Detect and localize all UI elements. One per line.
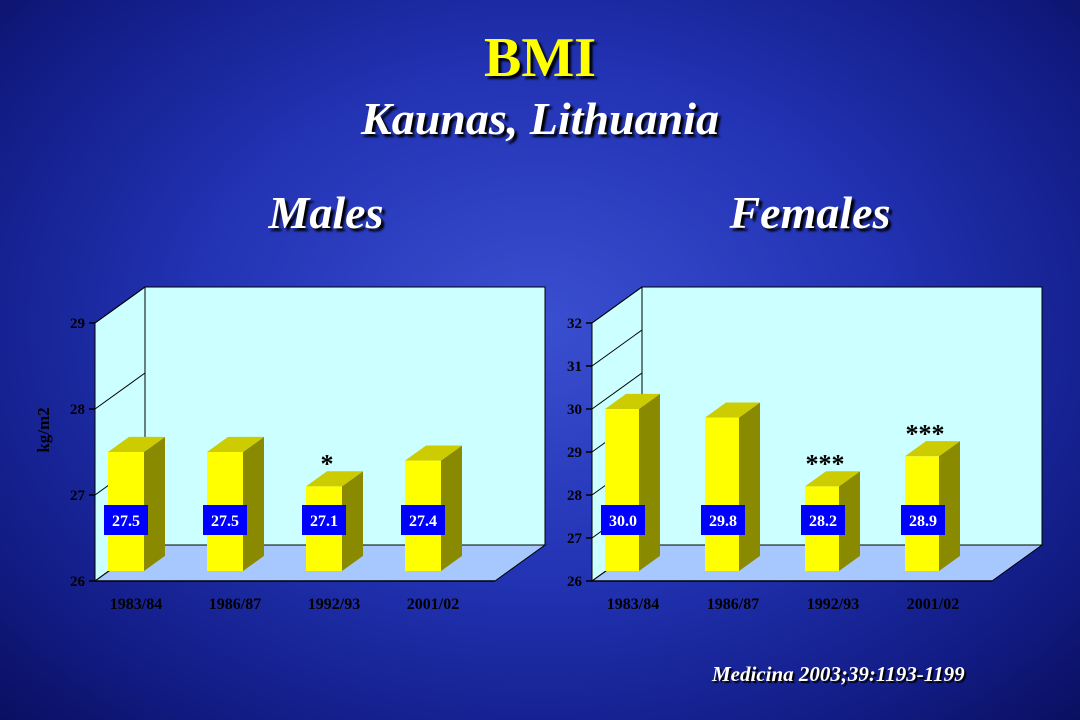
females-bar-side — [639, 394, 660, 571]
females-category-label: 2001/02 — [907, 596, 959, 613]
females-bar — [605, 409, 639, 571]
females-ytick-label: 28 — [567, 488, 582, 504]
females-ytick-label: 27 — [567, 531, 583, 547]
females-value-label: 28.2 — [809, 513, 837, 530]
females-significance-mark: *** — [806, 449, 845, 478]
females-category-label: 1992/93 — [807, 596, 859, 613]
females-value-label: 30.0 — [609, 513, 637, 530]
females-ytick-label: 32 — [567, 316, 582, 332]
females-category-label: 1983/84 — [607, 596, 659, 613]
females-value-label: 28.9 — [909, 513, 937, 530]
females-bar — [705, 418, 739, 571]
females-bar-side — [739, 402, 760, 571]
females-category-label: 1986/87 — [707, 596, 759, 613]
females-value-label: 29.8 — [709, 513, 737, 530]
females-ytick-label: 29 — [567, 445, 582, 461]
females-ytick-label: 31 — [567, 359, 582, 375]
source-citation: Medicina 2003;39:1193-1199 — [712, 662, 965, 687]
females-ytick-label: 26 — [567, 574, 583, 590]
females-ytick-label: 30 — [567, 402, 582, 418]
females-significance-mark: *** — [906, 419, 945, 448]
